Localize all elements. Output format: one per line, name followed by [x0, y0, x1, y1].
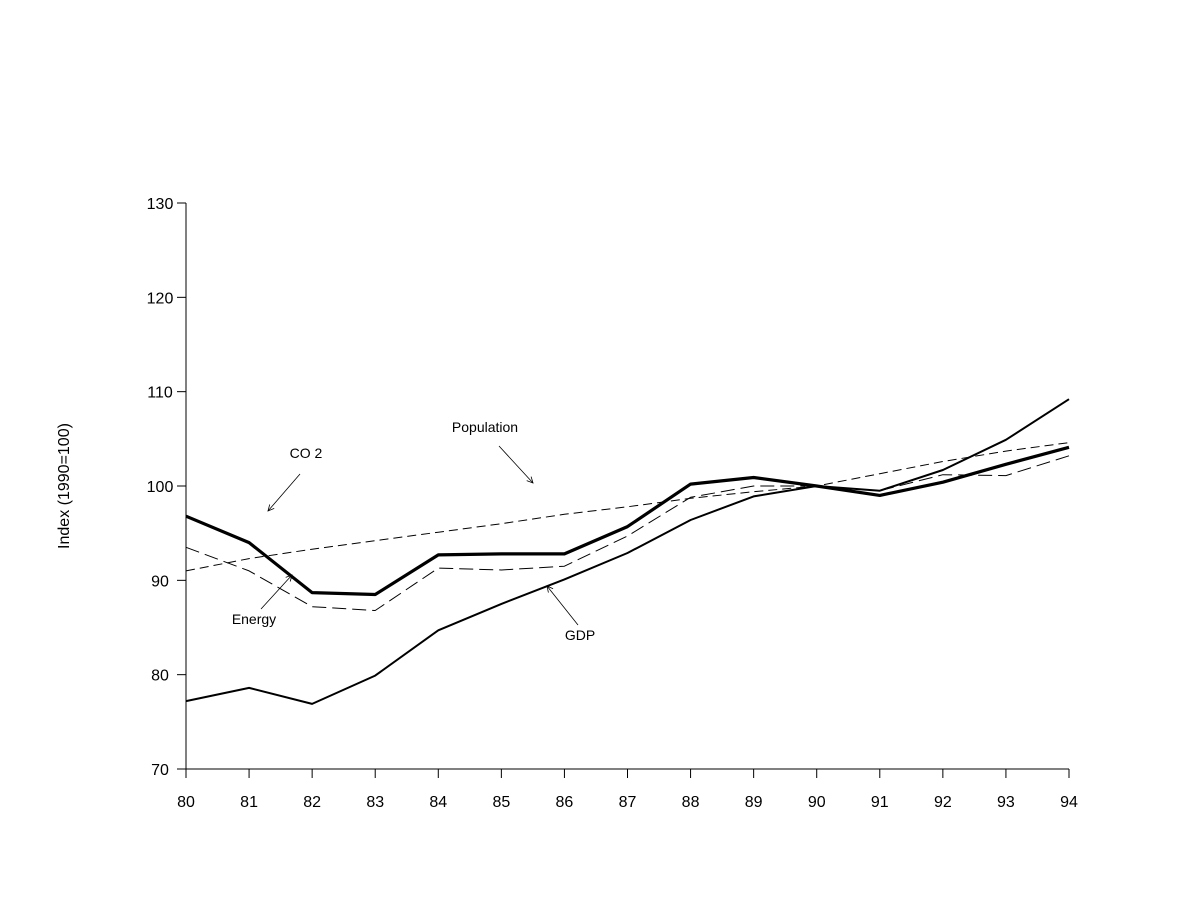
annotation-label: GDP: [565, 627, 595, 643]
chart-annotations: CO 2 Population Energy GDP: [232, 419, 595, 643]
chart-series: [185, 398, 1070, 705]
x-tick-label: 87: [619, 794, 637, 811]
arrowhead: [546, 585, 554, 593]
annotation-label: Population: [452, 419, 518, 435]
x-tick-label: 91: [871, 794, 889, 811]
annotation-arrow: [498, 445, 534, 484]
series-line-energy: [185, 455, 1070, 611]
y-axis-title: Index (1990=100): [56, 423, 73, 549]
annotation-arrow: [267, 473, 301, 512]
series-line-co2: [185, 445, 1070, 597]
y-tick-label: 90: [151, 573, 169, 590]
annotation-label: Energy: [232, 611, 276, 627]
series-line-gdp: [185, 398, 1070, 705]
y-tick-label: 80: [151, 668, 169, 685]
x-tick-label: 89: [745, 794, 763, 811]
annotation-arrow: [546, 585, 579, 626]
y-tick-label: 110: [147, 385, 173, 402]
arrowhead: [285, 574, 293, 582]
y-tick-label: 130: [147, 196, 174, 213]
annotation-co2: CO 2: [267, 445, 323, 512]
x-tick-label: 92: [934, 794, 952, 811]
x-tick-label: 85: [492, 794, 510, 811]
x-tick-label: 82: [303, 794, 321, 811]
x-tick-label: 93: [997, 794, 1015, 811]
x-tick-label: 84: [429, 794, 447, 811]
x-tick-label: 88: [682, 794, 700, 811]
x-tick-label: 80: [177, 794, 195, 811]
series-line-population: [185, 442, 1070, 572]
arrowhead: [267, 504, 275, 512]
annotation-label: CO 2: [290, 445, 323, 461]
annotation-arrow: [260, 574, 293, 610]
x-tick-label: 94: [1060, 794, 1078, 811]
chart-axes: 70 80 90 100 110 120 130 80 81 82 83 84 85 86 87 88 89 90…: [147, 196, 1078, 811]
y-tick-label: 70: [151, 762, 169, 779]
y-tick-label: 100: [147, 479, 174, 496]
x-tick-label: 90: [808, 794, 826, 811]
x-tick-label: 83: [366, 794, 384, 811]
x-tick-label: 81: [240, 794, 258, 811]
y-tick-label: 120: [147, 290, 174, 307]
arrowhead: [526, 476, 534, 484]
annotation-population: Population: [452, 419, 534, 484]
annotation-energy: Energy: [232, 574, 293, 627]
x-tick-label: 86: [556, 794, 574, 811]
annotation-gdp: GDP: [546, 585, 595, 643]
